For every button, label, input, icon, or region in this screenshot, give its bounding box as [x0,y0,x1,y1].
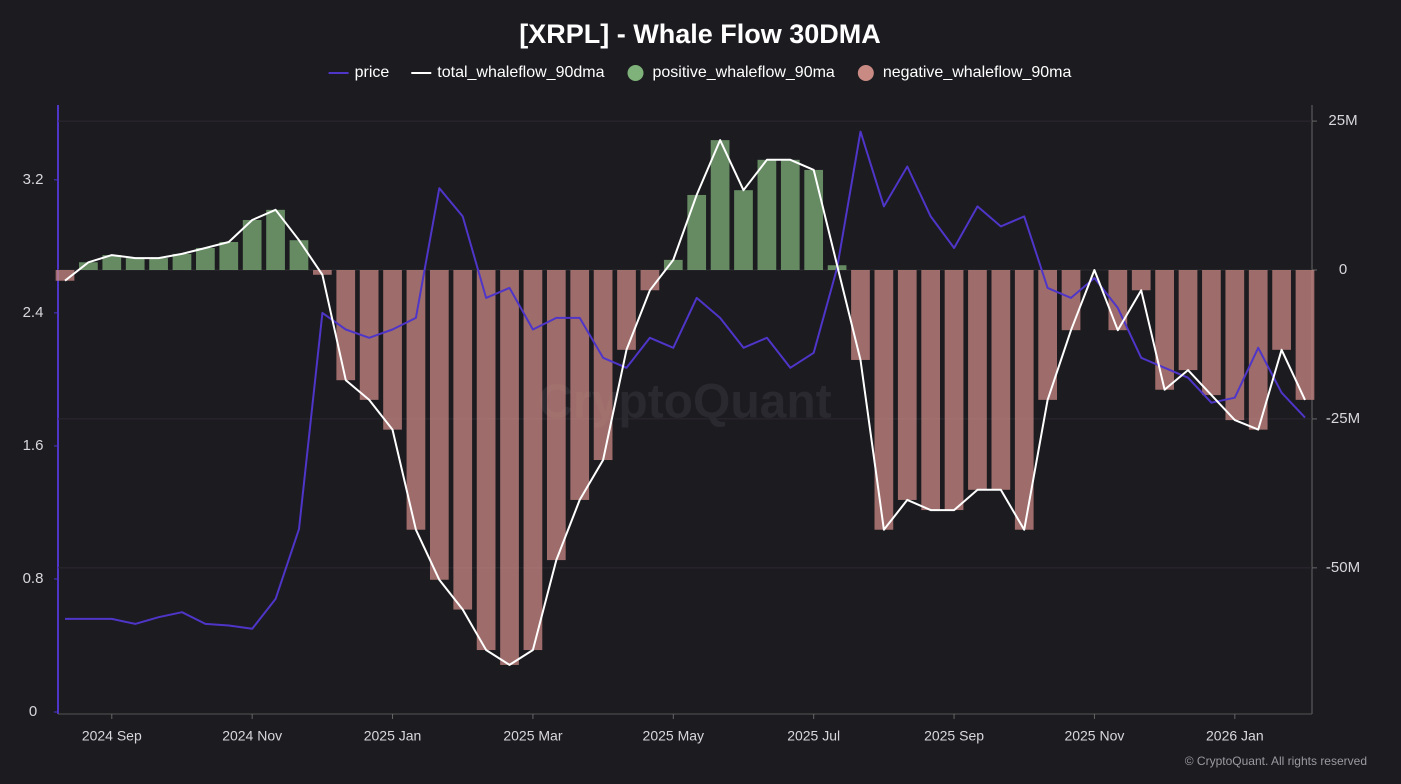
flow-bar [196,247,215,271]
flow-bar [710,140,730,271]
flow-bar [429,270,449,580]
legend-label: positive_whaleflow_90ma [653,64,835,81]
flow-bar [125,258,145,271]
flow-bar [172,253,192,271]
flow-bar [79,262,98,271]
flow-bar [1014,270,1034,530]
x-tick-label: 2024 Nov [222,728,282,744]
flow-bar [219,242,239,271]
flow-bar [289,240,309,271]
x-tick-label: 2025 Jan [364,728,422,744]
flow-bar [734,190,753,271]
flow-bar [1155,270,1174,390]
x-tick-label: 2025 Nov [1064,728,1124,744]
legend-swatch [857,65,874,81]
flow-bar [663,259,683,271]
y-tick-label: 1.6 [23,437,44,454]
flow-bar [406,270,426,530]
flow-bar [991,270,1011,490]
flow-bar [476,270,496,651]
flow-bar [757,159,777,271]
x-tick-label: 2025 Sep [924,728,984,744]
y-tick-label: 2.4 [23,304,44,321]
x-tick-label: 2024 Sep [82,728,142,744]
flow-bar [804,169,824,271]
flow-bar [1108,270,1128,331]
y-tick-label: 0 [29,703,37,720]
legend-swatch [627,65,644,81]
price-line [65,130,1306,630]
x-tick-label: 2025 Jul [787,728,840,744]
x-tick-label: 2025 May [643,728,704,744]
chart-title: [XRPL] - Whale Flow 30DMA [519,19,881,49]
flow-bar [1202,270,1221,396]
x-tick-label: 2025 Mar [503,728,562,744]
flow-bar [1178,270,1198,371]
copyright: © CryptoQuant. All rights reserved [1185,754,1367,768]
flow-bar [523,270,543,651]
flow-bar [55,270,75,281]
legend-label: price [355,64,390,81]
flow-bar [266,209,285,271]
flow-bar [1038,270,1057,400]
flow-bar [336,270,356,381]
flow-bar [921,270,941,511]
flow-bar [593,270,613,461]
flow-bar [1272,270,1291,350]
flow-bar [359,270,379,400]
flow-bar [453,270,473,610]
y2-tick-label: 0 [1339,261,1347,278]
legend-label: total_whaleflow_90dma [437,64,604,81]
flow-bar [102,255,122,271]
flow-line [64,139,1306,666]
flow-bar [1295,270,1315,400]
flow-bar [687,194,707,271]
flow-bar [897,270,917,500]
flow-bar [968,270,987,490]
flow-bar [313,270,332,275]
legend: price total_whaleflow_90dma positive_whale… [328,64,1072,81]
flow-bar [500,270,519,665]
y-tick-label: 0.8 [23,570,44,587]
y2-tick-label: -50M [1326,559,1360,576]
flow-bar [383,270,402,430]
flow-bar [617,270,636,350]
flow-bar [640,270,660,291]
y2-tick-label: 25M [1328,112,1357,129]
flow-bar [546,270,566,561]
flow-bar [944,270,964,511]
flow-bar [780,159,800,271]
flow-bar [874,270,894,530]
flow-bar [851,270,870,360]
flow-bar [1225,270,1245,421]
legend-label: negative_whaleflow_90ma [883,64,1072,81]
flow-bar [149,258,168,271]
y-tick-label: 3.2 [23,171,44,188]
flow-bar [1131,270,1151,291]
flow-bar [242,219,262,271]
flow-bar [1061,270,1081,331]
flow-bar [570,270,590,500]
y2-tick-label: -25M [1326,410,1360,427]
x-tick-label: 2026 Jan [1206,728,1264,744]
